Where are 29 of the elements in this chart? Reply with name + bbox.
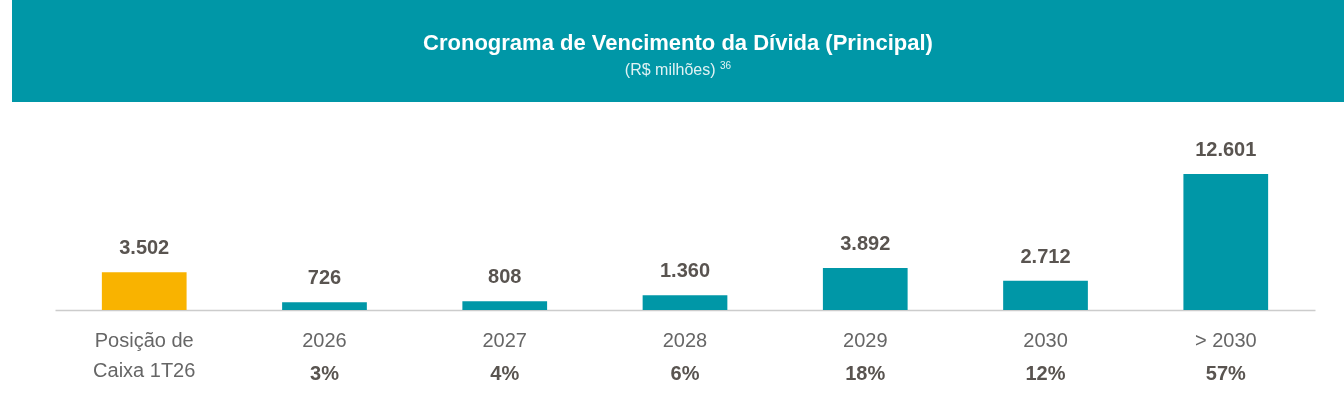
bar: [462, 301, 548, 310]
x-tick-label: > 2030: [1194, 328, 1257, 351]
text: 6%: [670, 362, 700, 384]
data-label: 3.892: [840, 231, 891, 254]
x-tick-label: 2030: [1023, 328, 1068, 351]
data-label: 3.502: [119, 236, 170, 259]
text: 3%: [310, 362, 340, 384]
bar: [1003, 280, 1088, 310]
text: 4%: [490, 362, 520, 384]
bar: [1183, 174, 1269, 310]
bar: [101, 272, 187, 310]
bar: [282, 302, 367, 310]
data-label: 726: [307, 266, 342, 289]
x-tick-label: 2027: [482, 328, 527, 351]
data-label: 808: [488, 265, 522, 288]
data-label: 12.601: [1195, 138, 1257, 160]
text: 57%: [1205, 362, 1246, 384]
x-tick-label: Posição de Caixa 1T26: [93, 328, 196, 381]
chart-subtitle: (R$ milhões) $^{36}$: [623, 60, 733, 80]
data-label: 2.712: [1020, 244, 1071, 267]
bar: [642, 295, 728, 310]
chart-title: Cronograma de Vencimento da Dívida (Principal): [422, 30, 934, 56]
bar: [822, 267, 908, 310]
data-label: 1.360: [659, 259, 711, 282]
text: 18%: [845, 362, 886, 384]
x-tick-label: 2026: [302, 328, 347, 351]
x-tick-label: 2028: [662, 328, 708, 351]
x-tick-label: 2029: [843, 328, 888, 351]
text: 12%: [1025, 362, 1066, 384]
